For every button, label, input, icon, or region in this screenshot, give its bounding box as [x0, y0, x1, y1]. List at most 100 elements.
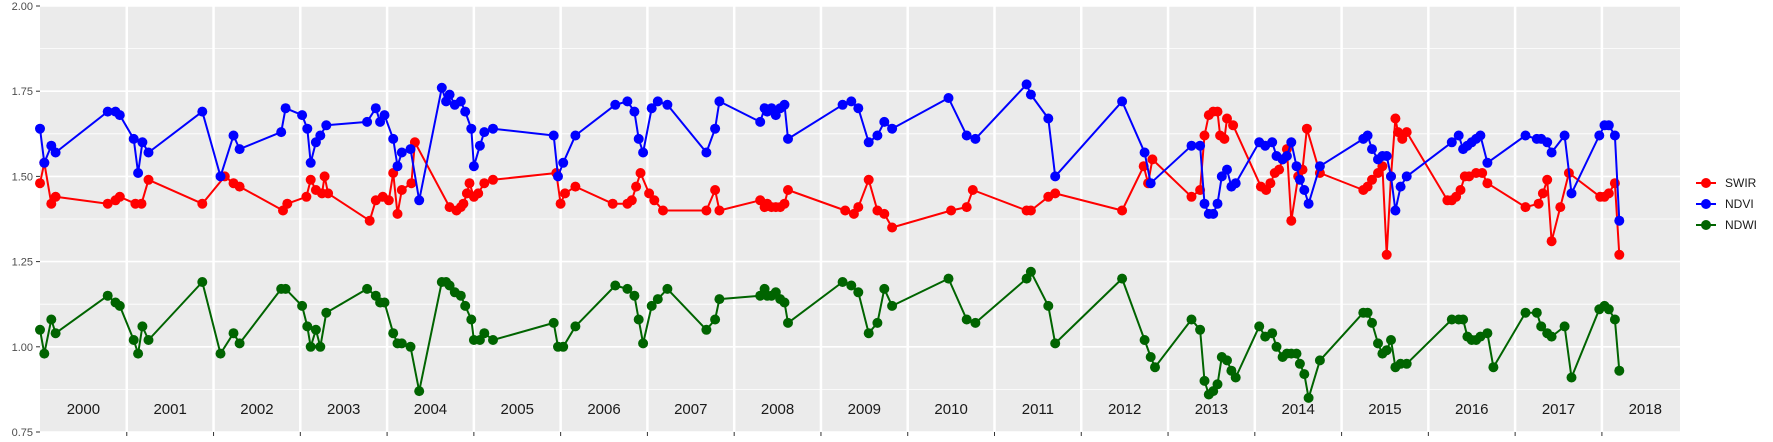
year-label: 2018 [1629, 401, 1662, 418]
ndwi-point [310, 324, 321, 335]
ndvi-point [1199, 198, 1210, 209]
ndvi-point [1281, 151, 1292, 161]
ndwi-point [488, 335, 498, 345]
ndvi-point [570, 130, 581, 141]
ndvi-point [315, 130, 326, 141]
ndvi-point [305, 157, 316, 168]
ndvi-point [102, 106, 113, 117]
year-label: 2007 [674, 401, 707, 418]
ndvi-point [1381, 151, 1392, 161]
ndwi-point [943, 273, 954, 284]
ndwi-point [633, 314, 644, 325]
ndvi-point [783, 133, 793, 144]
ndwi-point [315, 341, 326, 352]
ndwi-point [444, 280, 455, 291]
ndwi-point [1614, 365, 1625, 376]
swir-point [479, 178, 490, 189]
ndvi-point [1390, 205, 1401, 216]
ndwi-point [872, 317, 883, 328]
ndvi-point [1286, 137, 1297, 148]
ndwi-point [714, 294, 725, 305]
swir-point [136, 198, 147, 209]
ndwi-point [297, 300, 308, 311]
ndvi-point [961, 130, 972, 141]
ndwi-point [215, 348, 226, 359]
ndvi-point [276, 127, 287, 138]
ndvi-point [466, 123, 477, 134]
ndvi-point [280, 103, 291, 114]
ndvi-point [370, 103, 381, 114]
swir-point [887, 222, 898, 233]
swir-point [879, 208, 890, 219]
ndvi-point [1230, 178, 1241, 189]
ndvi-point [1303, 198, 1314, 209]
ndwi-point [652, 294, 663, 305]
ndvi-point [1614, 215, 1625, 226]
ndvi-point [558, 157, 569, 168]
ndwi-point [610, 280, 621, 291]
ndwi-point [1609, 314, 1620, 325]
ndwi-point [1199, 375, 1210, 386]
ndwi-point [128, 335, 139, 345]
swir-point [458, 198, 469, 209]
ndvi-point [1267, 137, 1278, 148]
swir-point [607, 198, 618, 209]
ndvi-point [460, 106, 471, 117]
year-label: 2015 [1368, 401, 1401, 418]
ndvi-point [1542, 137, 1553, 148]
swir-point [1546, 236, 1557, 247]
ndvi-point [1609, 130, 1620, 141]
ndwi-point [701, 324, 712, 335]
ndwi-point [961, 314, 972, 325]
y-tick-label: 1.50 [12, 171, 33, 183]
ndvi-point [622, 96, 633, 107]
ndwi-point [1381, 345, 1392, 356]
swir-point [1520, 202, 1531, 213]
ndwi-point [837, 277, 848, 287]
ndwi-point [1520, 307, 1531, 318]
ndwi-point [783, 317, 793, 328]
ndwi-point [1373, 338, 1383, 349]
year-label: 2011 [1022, 401, 1054, 418]
ndwi-point [1458, 314, 1469, 325]
ndwi-point [662, 283, 673, 294]
legend-key-point-swir [1701, 178, 1711, 188]
ndvi-point [1299, 185, 1310, 195]
legend: SWIR NDVI NDWI [1696, 176, 1757, 232]
year-label: 2013 [1195, 401, 1228, 418]
swir-point [406, 178, 417, 189]
swir-point [1367, 174, 1377, 185]
ndwi-point [466, 314, 477, 325]
swir-point [473, 188, 484, 199]
swir-point [967, 185, 978, 195]
ndwi-point [779, 297, 790, 308]
swir-point [114, 191, 125, 202]
swir-point [1274, 164, 1285, 175]
ndwi-point [460, 300, 471, 311]
ndvi-point [1212, 198, 1223, 209]
y-tick-label: 1.00 [12, 342, 33, 354]
swir-point [1603, 188, 1614, 199]
series-layer [35, 79, 1625, 403]
ndvi-point [837, 99, 848, 110]
ndvi-point [638, 147, 649, 158]
ndwi-point [35, 324, 45, 335]
ndwi-point [622, 283, 633, 294]
ndwi-point [1230, 372, 1241, 383]
ndwi-point [228, 328, 239, 339]
swir-point [392, 208, 403, 219]
ndwi-point [1139, 335, 1150, 345]
swir-point [1265, 178, 1276, 189]
ndwi-point [1195, 324, 1206, 335]
swir-point [853, 202, 864, 213]
swir-point [323, 188, 334, 199]
swir-point [1555, 202, 1566, 213]
y-tick-label: 1.25 [12, 257, 33, 269]
ndvi-point [137, 137, 148, 148]
swir-point [1222, 113, 1232, 124]
ndwi-point [1212, 379, 1223, 390]
ndwi-point [1482, 328, 1493, 339]
swir-point [631, 181, 642, 192]
swir-point [1614, 249, 1625, 260]
ndwi-point [305, 341, 316, 352]
